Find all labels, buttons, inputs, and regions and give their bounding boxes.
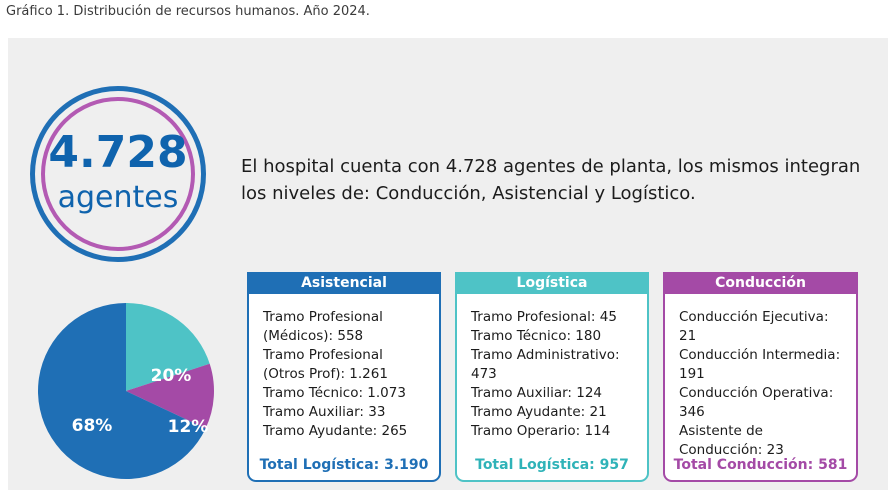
box-line: Tramo Auxiliar: 124 xyxy=(471,385,603,401)
box-line: Conducción Operativa: 346 xyxy=(679,385,834,420)
asistencial-box: Asistencial Tramo Profesional (Médicos): … xyxy=(247,272,441,482)
pie-label-logística: 20% xyxy=(151,366,192,386)
box-line: Tramo Administrativo: 473 xyxy=(471,347,620,382)
agents-total-unit: agentes xyxy=(57,180,179,215)
conduccion-box-total: Total Conducción: 581 xyxy=(673,457,848,473)
box-line: Tramo Ayudante: 21 xyxy=(471,404,607,420)
pie-label-conducción: 12% xyxy=(168,417,209,437)
intro-line-2: los niveles de: Conducción, Asistencial … xyxy=(241,183,696,204)
pie-label-asistencial: 68% xyxy=(72,416,113,436)
asistencial-box-title: Asistencial xyxy=(247,272,441,294)
pie-slice-conducción xyxy=(126,363,214,429)
intro-text: El hospital cuenta con 4.728 agentes de … xyxy=(241,153,871,207)
conduccion-box: Conducción Conducción Ejecutiva: 21 Condu… xyxy=(663,272,858,482)
box-line: Conducción Intermedia: 191 xyxy=(679,347,841,382)
infographic-panel: 4.728 agentes El hospital cuenta con 4.7… xyxy=(8,38,888,490)
box-line: Tramo Profesional xyxy=(263,309,383,325)
box-line: Tramo Técnico: 1.073 xyxy=(263,385,406,401)
logistica-box-title: Logística xyxy=(455,272,649,294)
agents-badge-inner-ring: 4.728 agentes xyxy=(41,97,195,251)
intro-line-1: El hospital cuenta con 4.728 agentes de … xyxy=(241,156,861,177)
box-line: (Otros Prof): 1.261 xyxy=(263,366,388,382)
pie-slice-logística xyxy=(126,303,210,391)
box-line: Tramo Ayudante: 265 xyxy=(263,423,408,439)
pie-slice-asistencial xyxy=(38,303,206,479)
asistencial-box-total: Total Logística: 3.190 xyxy=(259,457,429,473)
logistica-box-lines: Tramo Profesional: 45 Tramo Técnico: 180 T… xyxy=(471,308,639,441)
agents-badge: 4.728 agentes xyxy=(30,86,206,262)
figure-caption: Gráfico 1. Distribución de recursos huma… xyxy=(6,4,370,19)
box-line: Tramo Profesional xyxy=(263,347,383,363)
box-line: Conducción Ejecutiva: 21 xyxy=(679,309,829,344)
box-line: Tramo Profesional: 45 xyxy=(471,309,617,325)
conduccion-box-title: Conducción xyxy=(663,272,858,294)
logistica-box-total: Total Logística: 957 xyxy=(475,457,629,473)
box-line: (Médicos): 558 xyxy=(263,328,364,344)
box-line: Tramo Técnico: 180 xyxy=(471,328,602,344)
box-line: Tramo Auxiliar: 33 xyxy=(263,404,386,420)
box-line: Tramo Operario: 114 xyxy=(471,423,611,439)
asistencial-box-lines: Tramo Profesional (Médicos): 558 Tramo Pro… xyxy=(263,308,431,441)
box-line: Asistente de Conducción: 23 xyxy=(679,423,784,458)
distribution-pie-chart: 68% 20% 12% xyxy=(38,303,214,479)
conduccion-box-lines: Conducción Ejecutiva: 21 Conducción Inter… xyxy=(679,308,848,460)
logistica-box: Logística Tramo Profesional: 45 Tramo Téc… xyxy=(455,272,649,482)
agents-total-number: 4.728 xyxy=(48,127,188,178)
